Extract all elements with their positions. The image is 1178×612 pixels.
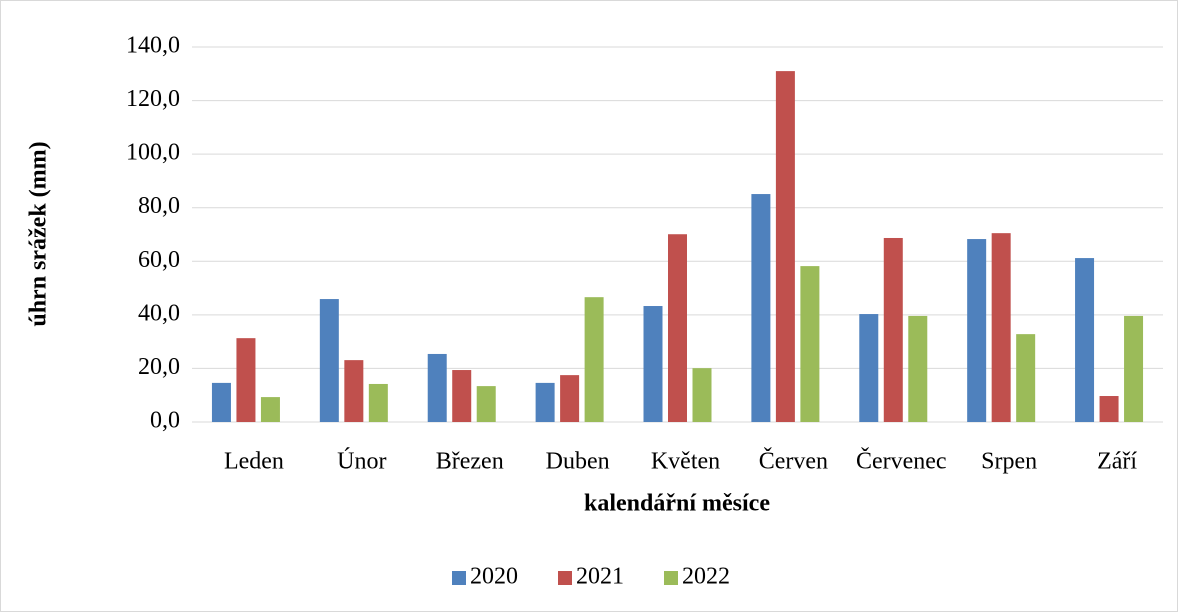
legend-swatch — [558, 571, 572, 585]
bar — [908, 315, 928, 422]
bar — [560, 375, 580, 422]
bar — [800, 266, 820, 422]
y-tick-label: 100,0 — [126, 140, 180, 166]
x-tick-label: Červenec — [856, 448, 947, 475]
bar — [668, 234, 687, 422]
y-tick-label: 140,0 — [126, 33, 180, 59]
x-tick-label: Březen — [436, 449, 504, 475]
bar — [476, 386, 496, 422]
y-tick-label: 20,0 — [138, 354, 180, 380]
bar — [1075, 258, 1095, 422]
bar — [344, 360, 364, 422]
y-tick-label: 0,0 — [150, 408, 180, 434]
y-axis-title: úhrn srážek (mm) — [26, 141, 52, 326]
x-tick-label: Září — [1097, 449, 1137, 475]
bar — [260, 397, 280, 422]
y-tick-label: 60,0 — [138, 247, 180, 273]
legend-swatch — [452, 571, 466, 585]
legend-label: 2022 — [682, 564, 730, 590]
bar — [236, 338, 256, 422]
y-tick-label: 120,0 — [126, 86, 180, 112]
bar — [859, 314, 879, 422]
bar — [883, 237, 903, 422]
x-tick-label: Duben — [546, 449, 610, 475]
bar — [751, 194, 771, 422]
x-tick-label: Květen — [651, 449, 720, 475]
bar — [1016, 334, 1036, 422]
bar — [368, 383, 388, 422]
x-tick-label: Únor — [337, 448, 386, 475]
legend-swatch — [664, 571, 678, 585]
bar — [692, 368, 712, 422]
bar — [211, 382, 231, 422]
y-tick-label: 80,0 — [138, 193, 180, 219]
bar — [643, 306, 663, 422]
bar — [535, 382, 555, 422]
x-axis-title: kalendářní měsíce — [584, 491, 770, 517]
bar — [584, 297, 604, 422]
bar — [967, 239, 987, 422]
x-tick-label: Leden — [224, 449, 284, 475]
bar — [775, 71, 795, 422]
x-tick-label: Červen — [759, 448, 828, 475]
bar — [1099, 396, 1119, 422]
bar — [427, 353, 447, 422]
legend-label: 2021 — [576, 564, 624, 590]
bar — [991, 233, 1011, 422]
bar — [452, 370, 472, 422]
x-tick-label: Srpen — [981, 449, 1037, 475]
y-tick-label: 40,0 — [138, 300, 180, 326]
legend-label: 2020 — [470, 564, 518, 590]
bar — [1124, 315, 1144, 422]
bar — [319, 299, 339, 422]
